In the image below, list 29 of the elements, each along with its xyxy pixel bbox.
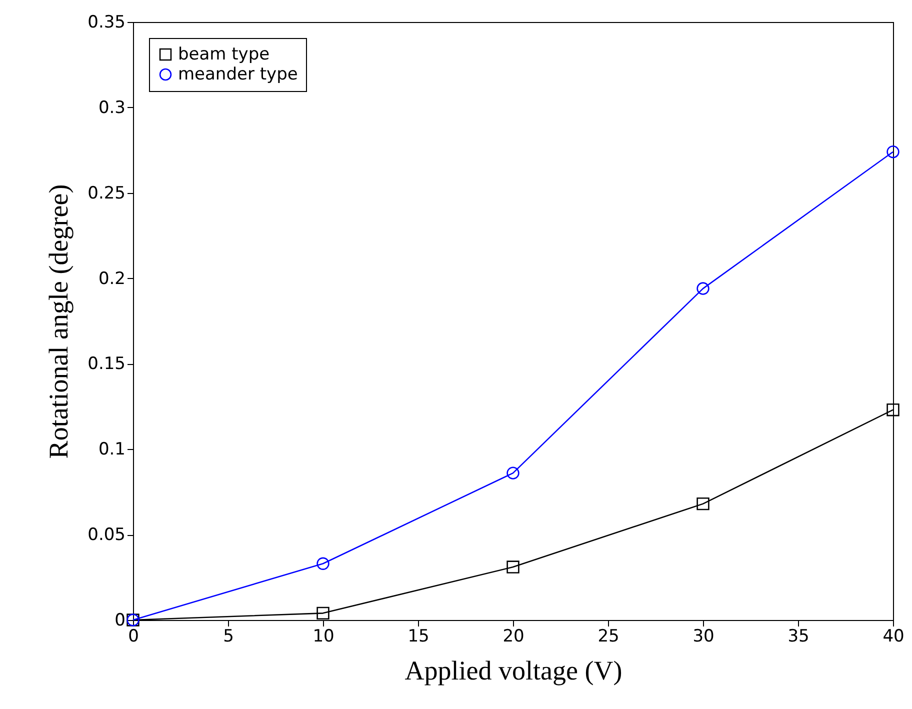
point [886, 403, 900, 416]
y-tick-label: 0.3 [98, 98, 126, 118]
point [506, 466, 520, 480]
x-tick-label: 15 [408, 626, 430, 646]
x-tick-label: 0 [128, 626, 139, 646]
x-tick-label: 10 [312, 626, 334, 646]
x-tick-label: 40 [882, 626, 904, 646]
y-tick-label: 0.05 [88, 525, 126, 546]
x-tick-label: 30 [692, 626, 714, 646]
y-tick-label: 0.1 [98, 440, 126, 460]
point [696, 497, 710, 510]
legend-label: meander type [178, 64, 298, 84]
y-tick-label: 0.25 [88, 183, 126, 204]
y-tick-label: 0.15 [88, 354, 126, 374]
point [506, 560, 520, 574]
point [696, 282, 710, 295]
point [316, 557, 330, 570]
y-tick-label: 0.2 [98, 268, 126, 289]
x-axis-title: Applied voltage (V) [404, 656, 622, 686]
y-axis-title: Rotational angle (degree) [44, 184, 74, 459]
y-tick-label: 0.35 [88, 12, 126, 32]
y-tick-label: 0 [114, 610, 126, 630]
x-tick-label: 25 [598, 626, 620, 646]
point [316, 606, 330, 620]
point [886, 146, 900, 158]
x-tick-label: 5 [223, 626, 234, 646]
legend-label: beam type [178, 44, 270, 64]
x-tick-label: 20 [502, 626, 524, 646]
x-tick-label: 35 [788, 626, 810, 646]
